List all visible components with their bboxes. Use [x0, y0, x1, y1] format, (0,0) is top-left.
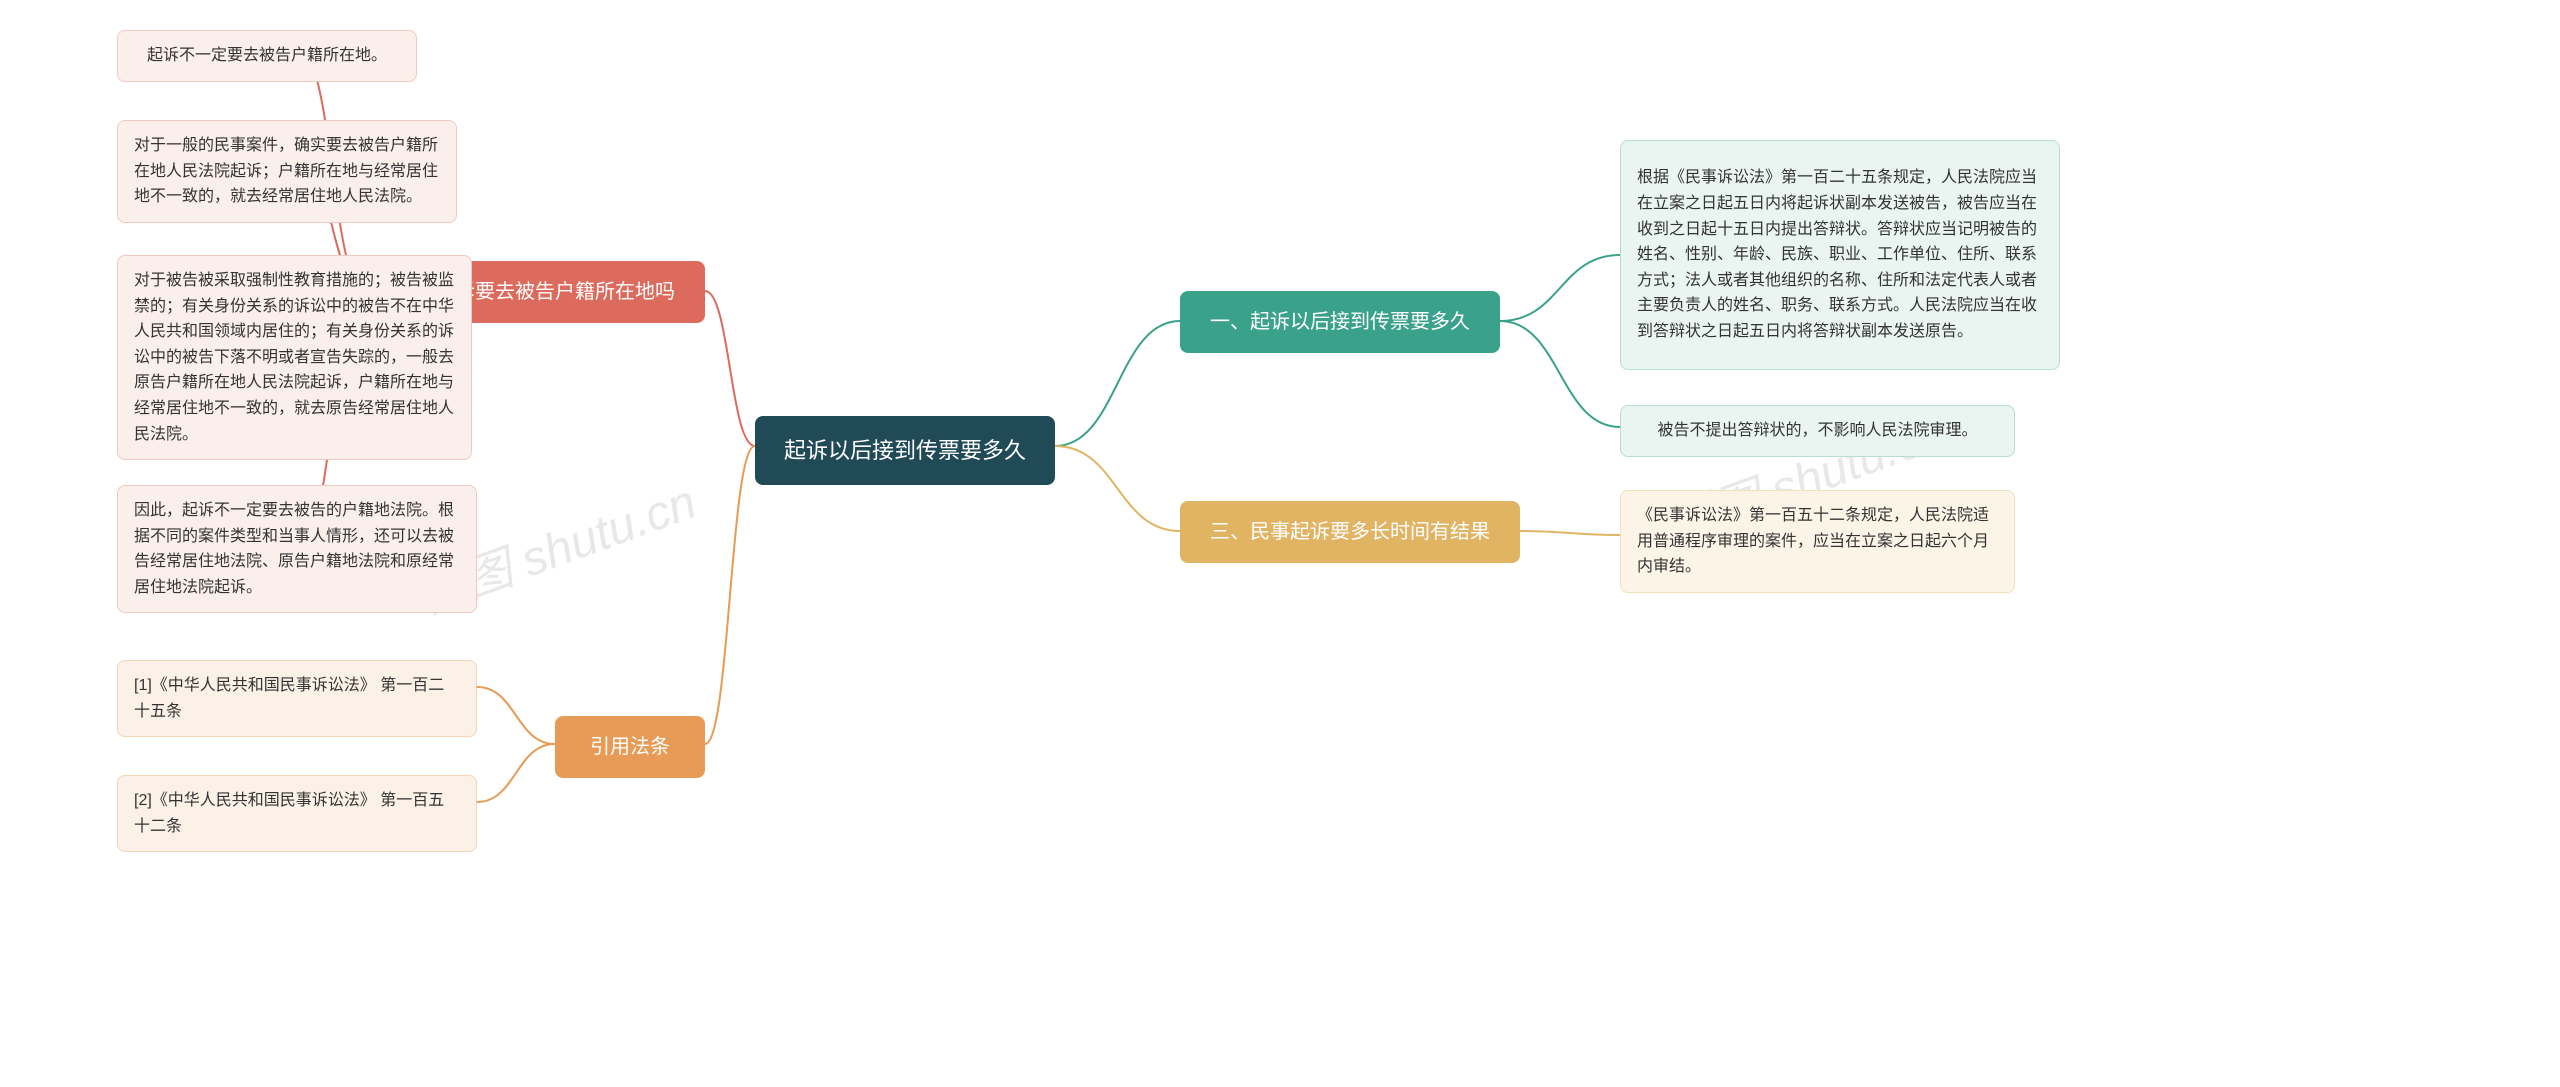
root-label: 起诉以后接到传票要多久 — [784, 434, 1026, 467]
leaf-2a[interactable]: 起诉不一定要去被告户籍所在地。 — [117, 30, 417, 82]
leaf-2d-text: 因此，起诉不一定要去被告的户籍地法院。根据不同的案件类型和当事人情形，还可以去被… — [134, 498, 460, 600]
branch-1[interactable]: 一、起诉以后接到传票要多久 — [1180, 291, 1500, 353]
leaf-4b-text: [2]《中华人民共和国民事诉讼法》 第一百五十二条 — [134, 788, 460, 839]
root-node[interactable]: 起诉以后接到传票要多久 — [755, 416, 1055, 485]
leaf-3a-text: 《民事诉讼法》第一百五十二条规定，人民法院适用普通程序审理的案件，应当在立案之日… — [1637, 503, 1998, 580]
leaf-4b[interactable]: [2]《中华人民共和国民事诉讼法》 第一百五十二条 — [117, 775, 477, 852]
branch-4-label: 引用法条 — [590, 732, 670, 762]
leaf-1a-text: 根据《民事诉讼法》第一百二十五条规定，人民法院应当在立案之日起五日内将起诉状副本… — [1637, 165, 2043, 344]
leaf-2c[interactable]: 对于被告被采取强制性教育措施的；被告被监禁的；有关身份关系的诉讼中的被告不在中华… — [117, 255, 472, 460]
leaf-4a[interactable]: [1]《中华人民共和国民事诉讼法》 第一百二十五条 — [117, 660, 477, 737]
branch-4[interactable]: 引用法条 — [555, 716, 705, 778]
leaf-2d[interactable]: 因此，起诉不一定要去被告的户籍地法院。根据不同的案件类型和当事人情形，还可以去被… — [117, 485, 477, 613]
leaf-2b-text: 对于一般的民事案件，确实要去被告户籍所在地人民法院起诉；户籍所在地与经常居住地不… — [134, 133, 440, 210]
branch-3[interactable]: 三、民事起诉要多长时间有结果 — [1180, 501, 1520, 563]
leaf-4a-text: [1]《中华人民共和国民事诉讼法》 第一百二十五条 — [134, 673, 460, 724]
leaf-3a[interactable]: 《民事诉讼法》第一百五十二条规定，人民法院适用普通程序审理的案件，应当在立案之日… — [1620, 490, 2015, 593]
branch-3-label: 三、民事起诉要多长时间有结果 — [1210, 517, 1490, 547]
leaf-2a-text: 起诉不一定要去被告户籍所在地。 — [147, 43, 387, 69]
leaf-1a[interactable]: 根据《民事诉讼法》第一百二十五条规定，人民法院应当在立案之日起五日内将起诉状副本… — [1620, 140, 2060, 370]
leaf-2b[interactable]: 对于一般的民事案件，确实要去被告户籍所在地人民法院起诉；户籍所在地与经常居住地不… — [117, 120, 457, 223]
leaf-1b-text: 被告不提出答辩状的，不影响人民法院审理。 — [1657, 418, 1977, 444]
branch-1-label: 一、起诉以后接到传票要多久 — [1210, 307, 1470, 337]
leaf-2c-text: 对于被告被采取强制性教育措施的；被告被监禁的；有关身份关系的诉讼中的被告不在中华… — [134, 268, 455, 447]
leaf-1b[interactable]: 被告不提出答辩状的，不影响人民法院审理。 — [1620, 405, 2015, 457]
